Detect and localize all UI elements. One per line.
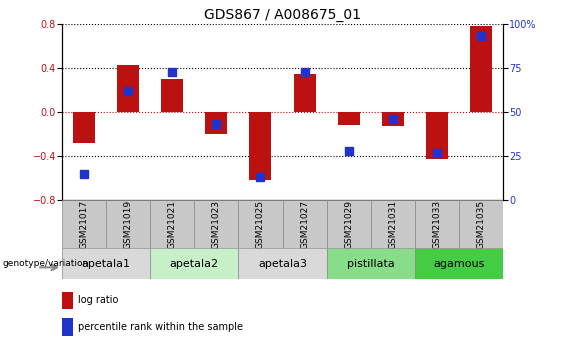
Text: GSM21021: GSM21021 <box>168 200 177 249</box>
Bar <box>238 200 282 248</box>
Bar <box>162 79 183 112</box>
Bar <box>294 73 316 112</box>
Bar <box>62 200 106 248</box>
Text: apetala2: apetala2 <box>170 259 219 269</box>
Bar <box>426 112 448 159</box>
Bar <box>338 112 360 125</box>
Bar <box>282 200 327 248</box>
Bar <box>106 200 150 248</box>
Text: genotype/variation: genotype/variation <box>3 259 89 268</box>
Text: apetala1: apetala1 <box>82 259 131 269</box>
Bar <box>150 248 238 279</box>
Bar <box>371 200 415 248</box>
Bar <box>73 112 95 143</box>
Bar <box>62 248 150 279</box>
Text: GSM21035: GSM21035 <box>476 200 485 249</box>
Text: GSM21019: GSM21019 <box>124 200 133 249</box>
Bar <box>470 26 492 112</box>
Bar <box>327 200 371 248</box>
Point <box>256 175 265 180</box>
Bar <box>415 248 503 279</box>
Bar <box>327 248 415 279</box>
Bar <box>415 200 459 248</box>
Point <box>124 88 133 94</box>
Text: log ratio: log ratio <box>77 296 118 305</box>
Text: GSM21023: GSM21023 <box>212 200 221 249</box>
Bar <box>459 200 503 248</box>
Bar <box>150 200 194 248</box>
Bar <box>238 248 327 279</box>
Bar <box>62 318 73 336</box>
Bar <box>118 65 139 112</box>
Title: GDS867 / A008675_01: GDS867 / A008675_01 <box>204 8 361 22</box>
Bar <box>194 200 238 248</box>
Point <box>212 122 221 127</box>
Point <box>476 34 485 39</box>
Text: pistillata: pistillata <box>347 259 394 269</box>
Text: GSM21031: GSM21031 <box>388 200 397 249</box>
Text: GSM21025: GSM21025 <box>256 200 265 249</box>
Point <box>344 148 353 154</box>
Text: GSM21033: GSM21033 <box>432 200 441 249</box>
Text: percentile rank within the sample: percentile rank within the sample <box>77 322 242 332</box>
Text: GSM21017: GSM21017 <box>80 200 89 249</box>
Text: apetala3: apetala3 <box>258 259 307 269</box>
Bar <box>62 292 73 309</box>
Text: GSM21029: GSM21029 <box>344 200 353 249</box>
Point <box>80 171 89 177</box>
Text: GSM21027: GSM21027 <box>300 200 309 249</box>
Text: agamous: agamous <box>433 259 484 269</box>
Bar <box>382 112 404 126</box>
Point <box>168 69 177 75</box>
Bar <box>250 112 272 180</box>
Point <box>432 150 441 155</box>
Point <box>300 69 309 75</box>
Bar <box>206 112 227 134</box>
Point <box>388 116 397 122</box>
